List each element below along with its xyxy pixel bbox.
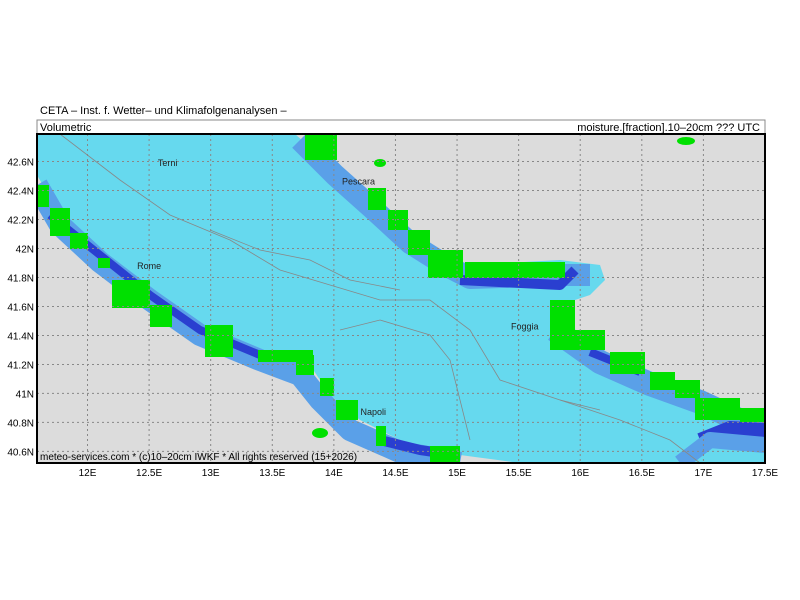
lat-tick-label: 40.6N: [7, 447, 34, 458]
lat-tick-label: 41.4N: [7, 331, 34, 342]
footer: meteo-services.com * (c)10–20cm IWKF * A…: [40, 452, 357, 463]
lat-tick-label: 42.2N: [7, 216, 34, 227]
header-left: Volumetric: [40, 122, 92, 134]
city-label: Terni: [158, 158, 178, 168]
city-label: Foggia: [511, 322, 539, 332]
lon-tick-label: 13.5E: [259, 468, 285, 479]
lon-tick-label: 12E: [79, 468, 97, 479]
lon-tick-label: 17.5E: [752, 468, 778, 479]
lat-tick-label: 40.8N: [7, 418, 34, 429]
lat-tick-label: 41.8N: [7, 273, 34, 284]
borders: [59, 134, 701, 463]
lat-tick-label: 41N: [16, 389, 34, 400]
map-frame: [36, 133, 766, 464]
lon-tick-label: 15.5E: [506, 468, 532, 479]
lon-tick-label: 17E: [695, 468, 713, 479]
lon-tick-label: 16.5E: [629, 468, 655, 479]
lon-tick-label: 12.5E: [136, 468, 162, 479]
lat-tick-label: 41.2N: [7, 360, 34, 371]
lon-tick-label: 14.5E: [382, 468, 408, 479]
lon-tick-label: 14E: [325, 468, 343, 479]
map-area: meteo-services.com * (c)10–20cm IWKF * A…: [36, 133, 766, 464]
city-label: Napoli: [361, 407, 387, 417]
green-patches: [37, 134, 765, 463]
lat-tick-label: 41.6N: [7, 302, 34, 313]
lat-tick-label: 42.6N: [7, 158, 34, 169]
header-title: CETA – Inst. f. Wetter– und Klimafolgena…: [40, 105, 287, 117]
lon-tick-label: 13E: [202, 468, 220, 479]
city-label: Pescara: [342, 177, 375, 187]
coast-band: [459, 266, 579, 290]
lat-tick-label: 42.4N: [7, 187, 34, 198]
city-label: Rome: [137, 261, 161, 271]
header-right: moisture.[fraction].10–20cm ??? UTC: [577, 122, 760, 134]
lon-tick-label: 15E: [448, 468, 466, 479]
lon-tick-label: 16E: [571, 468, 589, 479]
lat-tick-label: 42N: [16, 244, 34, 255]
land: [37, 134, 765, 463]
